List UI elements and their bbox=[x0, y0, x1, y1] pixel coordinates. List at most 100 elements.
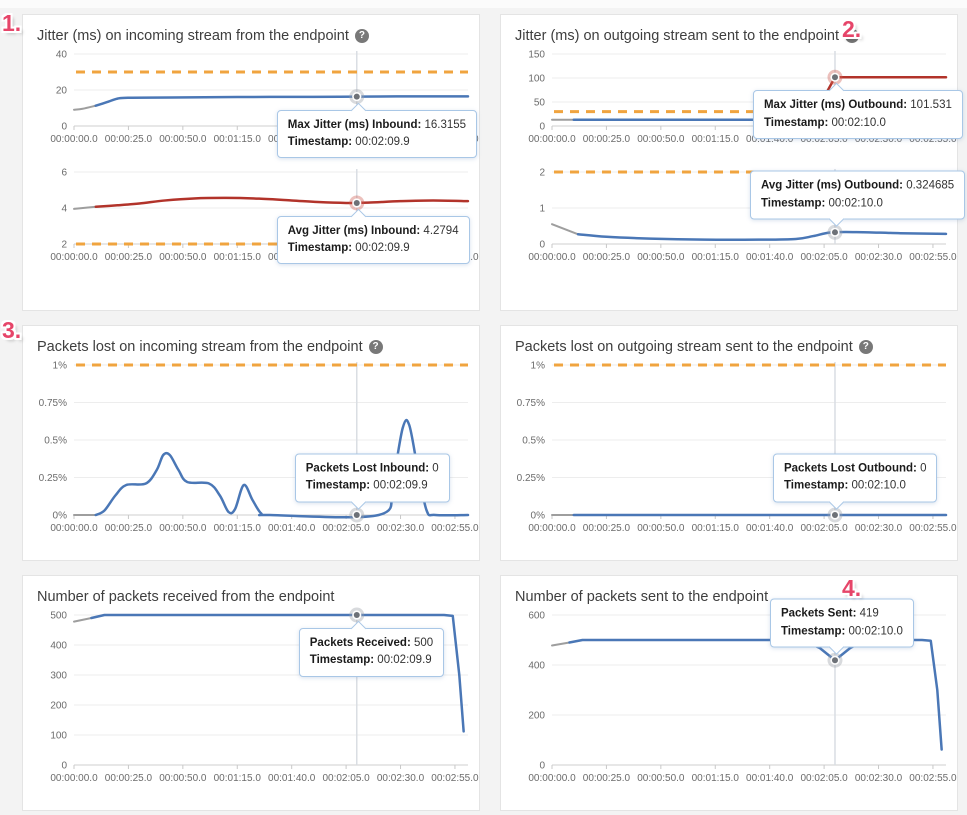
x-tick-label: 00:01:15.0 bbox=[214, 134, 262, 145]
panel-title-text: Packets lost on outgoing stream sent to … bbox=[515, 338, 853, 355]
x-tick-label: 00:01:15.0 bbox=[692, 134, 740, 145]
step-annotation-4: 4. bbox=[842, 575, 862, 601]
y-tick-label: 100 bbox=[50, 731, 67, 742]
x-tick-label: 00:00:50.0 bbox=[637, 134, 685, 145]
x-tick-label: 00:00:50.0 bbox=[159, 252, 207, 263]
x-tick-label: 00:00:25.0 bbox=[583, 523, 631, 534]
x-tick-label: 00:01:15.0 bbox=[692, 252, 740, 263]
x-tick-label: 00:00:25.0 bbox=[583, 134, 631, 145]
x-tick-label: 00:00:50.0 bbox=[159, 134, 207, 145]
chart-area[interactable]: 0 50 100 150 00:00:00.0 00:00:25.0 00:00:50.0 0… bbox=[501, 48, 966, 270]
series-max-jitter-inbound bbox=[94, 95, 470, 107]
x-tick-label: 00:00:00.0 bbox=[528, 773, 576, 784]
chart-svg[interactable]: 0% 0.25% 0.5% 0.75% 1% 00:00:00.0 00:00:25.0 00… bbox=[504, 359, 957, 541]
x-tick-label: 00:02:05.0 bbox=[800, 773, 848, 784]
chart-svg[interactable]: 0 200 400 600 00:00:00.0 00:00:25.0 00:00:50.0… bbox=[504, 609, 957, 791]
chart-avg-jitter-outbound[interactable]: 0 1 2 00:00:00.0 00:00:25.0 00:00:50.0 00:01:1… bbox=[504, 166, 966, 270]
help-icon[interactable]: ? bbox=[368, 339, 383, 354]
help-icon[interactable]: ? bbox=[354, 28, 369, 43]
hover-marker[interactable] bbox=[353, 199, 360, 206]
hover-marker[interactable] bbox=[831, 512, 838, 518]
y-tick-label: 6 bbox=[61, 168, 67, 179]
hover-marker[interactable] bbox=[353, 612, 360, 618]
tooltip-packets-received: Packets Received: 500 Timestamp: 00:02:09… bbox=[298, 620, 445, 677]
x-tick-label: 00:01:15.0 bbox=[214, 252, 262, 263]
chart-avg-jitter-inbound[interactable]: 2 4 6 00:00:00.0 00:00:25.0 00:00:50.0 00:01:1… bbox=[26, 166, 479, 270]
hover-marker[interactable] bbox=[353, 93, 360, 100]
x-tick-label: 00:00:00.0 bbox=[50, 523, 98, 534]
x-tick-label: 00:01:15.0 bbox=[692, 773, 740, 784]
series-lead-in bbox=[73, 205, 97, 210]
chart-max-jitter-outbound[interactable]: 0 50 100 150 00:00:00.0 00:00:25.0 00:00:50.0 0… bbox=[504, 48, 963, 152]
tooltip-packets-sent: Packets Sent: 419 Timestamp: 00:02:10.0 bbox=[769, 598, 914, 655]
y-tick-label: 500 bbox=[50, 611, 67, 622]
y-tick-label: 50 bbox=[534, 98, 546, 109]
x-tick-label: 00:00:00.0 bbox=[528, 252, 576, 263]
x-tick-label: 00:02:30.0 bbox=[855, 523, 903, 534]
y-tick-label: 300 bbox=[50, 671, 67, 682]
chart-packets-lost-inbound[interactable]: 0% 0.25% 0.5% 0.75% 1% 00:00:00.0 00:00:25.0 00… bbox=[26, 359, 479, 541]
y-tick-label: 0 bbox=[539, 240, 545, 251]
x-tick-label: 00:00:50.0 bbox=[637, 773, 685, 784]
x-tick-label: 00:02:30.0 bbox=[855, 252, 903, 263]
tooltip-packets-lost-inbound: Packets Lost Inbound: 0 Timestamp: 00:02:… bbox=[294, 453, 450, 510]
x-tick-label: 00:02:55.0 bbox=[909, 252, 957, 263]
series-avg-jitter-inbound bbox=[94, 196, 470, 208]
x-tick-label: 00:00:50.0 bbox=[637, 523, 685, 534]
x-tick-label: 00:02:55.0 bbox=[909, 523, 957, 534]
y-tick-label: 150 bbox=[528, 50, 545, 61]
y-tick-label: 0.75% bbox=[517, 398, 545, 409]
chart-area[interactable]: 0% 0.25% 0.5% 0.75% 1% 00:00:00.0 00:00:25.0 00… bbox=[501, 359, 957, 541]
y-tick-label: 40 bbox=[56, 50, 68, 61]
tooltip-max-jitter-inbound: Max Jitter (ms) Inbound: 16.3155 Timestam… bbox=[276, 102, 478, 159]
y-tick-label: 20 bbox=[56, 86, 68, 97]
panel-jitter-outbound: Jitter (ms) on outgoing stream sent to t… bbox=[500, 14, 966, 311]
step-annotation-1: 1. bbox=[2, 10, 22, 36]
hover-marker[interactable] bbox=[353, 512, 360, 518]
panel-packets-sent: Number of packets sent to the endpoint 0… bbox=[500, 575, 958, 811]
x-tick-label: 00:00:25.0 bbox=[583, 252, 631, 263]
panel-title: Packets lost on incoming stream from the… bbox=[23, 326, 479, 359]
help-icon[interactable]: ? bbox=[858, 339, 873, 354]
chart-area[interactable]: 0% 0.25% 0.5% 0.75% 1% 00:00:00.0 00:00:25.0 00… bbox=[23, 359, 479, 541]
chart-packets-sent[interactable]: 0 200 400 600 00:00:00.0 00:00:25.0 00:00:50.0… bbox=[504, 598, 957, 791]
y-tick-label: 100 bbox=[528, 74, 545, 85]
hover-marker[interactable] bbox=[831, 657, 838, 664]
step-annotation-3: 3. bbox=[2, 317, 22, 343]
y-tick-label: 400 bbox=[528, 661, 545, 672]
help-icon[interactable]: ? bbox=[845, 28, 860, 43]
x-tick-label: 00:02:30.0 bbox=[855, 134, 903, 145]
x-tick-label: 00:02:55.0 bbox=[909, 773, 957, 784]
series-lead-in bbox=[551, 641, 571, 647]
chart-max-jitter-inbound[interactable]: 0 20 40 00:00:00.0 00:00:25.0 00:00:50.0 00:01… bbox=[26, 48, 479, 159]
hover-marker[interactable] bbox=[831, 229, 838, 236]
page-top-strip bbox=[0, 0, 967, 8]
series-lead-in bbox=[73, 104, 97, 111]
chart-area[interactable]: 0 20 40 00:00:00.0 00:00:25.0 00:00:50.0 00:01… bbox=[23, 48, 479, 270]
x-tick-label: 00:01:40.0 bbox=[746, 252, 794, 263]
series-lead-in bbox=[73, 617, 93, 623]
y-tick-label: 0.25% bbox=[517, 473, 545, 484]
x-tick-label: 00:02:05.0 bbox=[800, 252, 848, 263]
y-tick-label: 0.25% bbox=[39, 473, 67, 484]
chart-area[interactable]: 0 100 200 300 400 500 00:00:00.0 00:00:25.0 00:0… bbox=[23, 607, 479, 791]
chart-svg[interactable]: 0% 0.25% 0.5% 0.75% 1% 00:00:00.0 00:00:25.0 00… bbox=[26, 359, 479, 541]
series-packets-sent bbox=[568, 638, 943, 751]
chart-area[interactable]: 0 200 400 600 00:00:00.0 00:00:25.0 00:00:50.0… bbox=[501, 598, 957, 791]
panel-title-text: Number of packets received from the endp… bbox=[37, 588, 335, 605]
panel-title-text: Jitter (ms) on incoming stream from the … bbox=[37, 27, 349, 44]
hover-marker[interactable] bbox=[831, 74, 838, 81]
x-tick-label: 00:00:00.0 bbox=[528, 523, 576, 534]
y-tick-label: 600 bbox=[528, 611, 545, 622]
chart-packets-received[interactable]: 0 100 200 300 400 500 00:00:00.0 00:00:25.0 00:0… bbox=[26, 607, 479, 791]
x-tick-label: 00:00:50.0 bbox=[159, 773, 207, 784]
x-tick-label: 00:02:05.0 bbox=[800, 134, 848, 145]
tooltip-max-jitter-outbound: Max Jitter (ms) Outbound: 101.531 Timesta… bbox=[752, 82, 963, 139]
x-tick-label: 00:01:15.0 bbox=[692, 523, 740, 534]
chart-packets-lost-outbound[interactable]: 0% 0.25% 0.5% 0.75% 1% 00:00:00.0 00:00:25.0 00… bbox=[504, 359, 957, 541]
tooltip-packets-lost-outbound: Packets Lost Outbound: 0 Timestamp: 00:02… bbox=[772, 453, 938, 510]
x-tick-label: 00:00:25.0 bbox=[583, 773, 631, 784]
panel-title-text: Packets lost on incoming stream from the… bbox=[37, 338, 363, 355]
x-tick-label: 00:00:25.0 bbox=[105, 134, 153, 145]
x-tick-label: 00:00:25.0 bbox=[105, 252, 153, 263]
